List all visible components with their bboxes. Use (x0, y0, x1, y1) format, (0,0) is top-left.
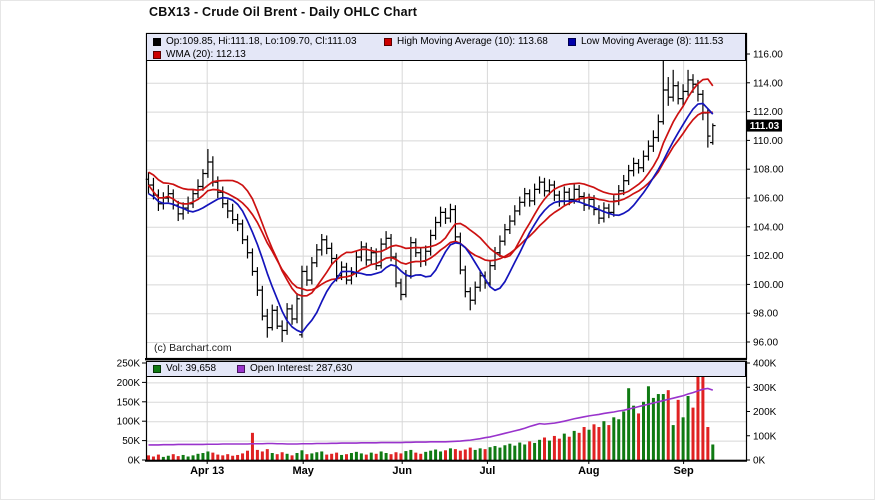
legend-item-ohlc-label: Op:109.85, Hi:111.18, Lo:109.70, Cl:111.… (166, 36, 357, 47)
svg-text:Jul: Jul (479, 465, 495, 477)
svg-text:400K: 400K (753, 359, 777, 370)
legend-item-wma: WMA (20): 112.13 (153, 49, 246, 60)
svg-text:100K: 100K (117, 417, 141, 428)
svg-text:Aug: Aug (578, 465, 599, 477)
svg-text:100.00: 100.00 (753, 280, 784, 291)
low-ma-swatch-icon (568, 37, 576, 46)
legend-item-high-ma: High Moving Average (10): 113.68 (384, 36, 548, 47)
svg-text:0K: 0K (128, 456, 141, 467)
svg-text:110.00: 110.00 (753, 136, 783, 147)
svg-text:Apr 13: Apr 13 (190, 465, 224, 477)
legend-item-low-ma-label: Low Moving Average (8): 111.53 (581, 36, 724, 47)
volume-legend: Vol: 39,658 Open Interest: 287,630 (146, 361, 746, 377)
svg-text:200K: 200K (117, 378, 141, 389)
legend-item-volume-label: Vol: 39,658 (166, 363, 217, 374)
legend-item-open-interest-label: Open Interest: 287,630 (250, 363, 353, 374)
main-chart-legend: Op:109.85, Hi:111.18, Lo:109.70, Cl:111.… (146, 33, 746, 61)
wma-swatch-icon (153, 50, 161, 59)
legend-item-low-ma: Low Moving Average (8): 111.53 (568, 36, 723, 47)
volume-axis-left-labels: 0K 50K 100K 150K 200K 250K (117, 359, 146, 467)
svg-text:0K: 0K (753, 456, 766, 467)
main-plot-border (145, 32, 748, 360)
svg-text:300K: 300K (753, 383, 777, 394)
last-price-tag: 111.03 (747, 119, 782, 132)
month-labels: Apr 13 May Jun Jul Aug Sep (190, 460, 694, 477)
svg-text:100K: 100K (753, 431, 777, 442)
chart-title: CBX13 - Crude Oil Brent - Daily OHLC Cha… (149, 5, 418, 19)
svg-text:114.00: 114.00 (753, 78, 783, 89)
svg-text:98.00: 98.00 (753, 309, 778, 320)
volume-bars (147, 366, 715, 460)
volume-axis-right-labels: 0K 100K 200K 300K 400K (746, 359, 777, 467)
legend-item-ohlc: Op:109.85, Hi:111.18, Lo:109.70, Cl:111.… (153, 36, 357, 47)
svg-text:Jun: Jun (392, 465, 412, 477)
volume-swatch-icon (153, 364, 161, 373)
svg-text:50K: 50K (122, 436, 140, 447)
copyright-label: (c) Barchart.com (154, 342, 232, 354)
low-ma-line (148, 102, 714, 334)
main-legend-row-2: WMA (20): 112.13 (147, 48, 745, 61)
volume-legend-row: Vol: 39,658 Open Interest: 287,630 (147, 362, 745, 375)
high-ma-line (148, 78, 714, 297)
svg-text:Sep: Sep (674, 465, 694, 477)
legend-item-wma-label: WMA (20): 112.13 (166, 49, 246, 60)
svg-text:250K: 250K (117, 359, 141, 370)
svg-text:May: May (292, 465, 314, 477)
svg-text:200K: 200K (753, 407, 777, 418)
legend-item-high-ma-label: High Moving Average (10): 113.68 (397, 36, 548, 47)
svg-text:112.00: 112.00 (753, 107, 783, 118)
main-legend-row-1: Op:109.85, Hi:111.18, Lo:109.70, Cl:111.… (147, 35, 745, 48)
svg-text:104.00: 104.00 (753, 222, 784, 233)
svg-text:116.00: 116.00 (753, 50, 783, 61)
svg-text:106.00: 106.00 (753, 194, 784, 205)
ohlc-swatch-icon (153, 37, 161, 46)
price-axis-labels: 116.00 114.00 112.00 110.00 108.00 106.00 104.… (746, 50, 784, 349)
open-interest-line (148, 387, 714, 446)
legend-item-volume: Vol: 39,658 (153, 363, 216, 374)
legend-item-open-interest: Open Interest: 287,630 (237, 363, 352, 374)
svg-text:96.00: 96.00 (753, 338, 778, 349)
high-ma-swatch-icon (384, 37, 392, 46)
svg-text:108.00: 108.00 (753, 165, 784, 176)
svg-text:102.00: 102.00 (753, 251, 784, 262)
svg-text:111.03: 111.03 (750, 121, 780, 132)
open-interest-swatch-icon (237, 364, 245, 373)
wma-line (147, 111, 713, 292)
svg-text:150K: 150K (117, 397, 141, 408)
